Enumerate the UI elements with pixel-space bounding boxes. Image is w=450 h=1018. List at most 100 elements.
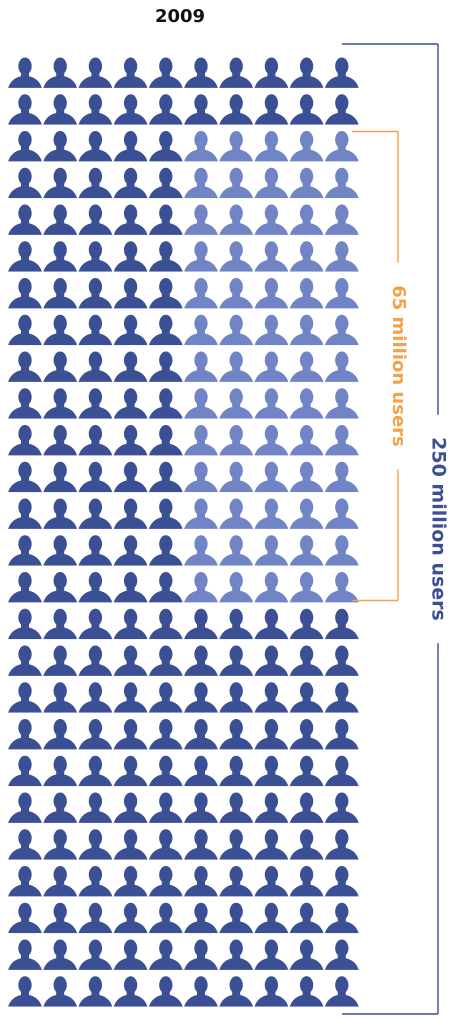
user-icon — [113, 976, 148, 1007]
user-icon — [184, 608, 218, 640]
user-icon — [289, 829, 324, 860]
user-icon — [8, 278, 42, 309]
user-icon — [78, 902, 113, 934]
user-icon — [148, 314, 183, 346]
user-icon — [78, 866, 113, 897]
highlighted-user-icon — [219, 314, 254, 346]
highlighted-user-icon — [324, 167, 359, 199]
highlighted-user-icon — [324, 425, 359, 456]
highlighted-user-icon — [219, 204, 254, 235]
highlighted-user-icon — [289, 535, 324, 566]
user-icon — [254, 866, 289, 897]
highlighted-user-icon — [219, 535, 254, 566]
user-icon — [78, 939, 113, 970]
user-icon — [8, 682, 42, 713]
highlighted-user-icon — [289, 572, 324, 603]
user-icon — [289, 755, 324, 787]
user-icon — [148, 572, 183, 603]
highlighted-user-icon — [184, 278, 218, 309]
user-icon — [113, 866, 148, 897]
user-icon — [43, 572, 78, 603]
user-icon — [113, 829, 148, 860]
user-icon — [78, 719, 113, 750]
user-icon — [289, 57, 324, 88]
user-icon — [254, 94, 289, 125]
highlighted-user-icon — [184, 461, 218, 493]
user-icon — [43, 719, 78, 750]
user-icon — [43, 57, 78, 88]
user-icon — [78, 572, 113, 603]
user-icon — [324, 866, 359, 897]
highlighted-user-icon — [324, 278, 359, 309]
highlighted-user-icon — [289, 278, 324, 309]
user-icon — [289, 976, 324, 1007]
user-icon — [78, 204, 113, 235]
user-icon — [8, 461, 42, 493]
user-icon — [148, 204, 183, 235]
highlighted-user-icon — [254, 535, 289, 566]
user-icon — [184, 829, 218, 860]
user-icon — [113, 57, 148, 88]
user-icon — [324, 902, 359, 934]
user-icon — [148, 682, 183, 713]
user-icon — [219, 755, 254, 787]
user-icon — [113, 461, 148, 493]
highlighted-user-icon — [289, 351, 324, 382]
user-icon — [289, 608, 324, 640]
highlighted-user-icon — [219, 388, 254, 419]
highlighted-user-icon — [289, 204, 324, 235]
user-icon — [8, 204, 42, 235]
highlighted-user-icon — [219, 167, 254, 199]
user-icon — [8, 719, 42, 750]
highlighted-user-icon — [254, 498, 289, 529]
user-icon — [219, 976, 254, 1007]
user-icon — [324, 792, 359, 823]
user-icon — [324, 645, 359, 676]
highlighted-user-icon — [289, 167, 324, 199]
user-icon — [148, 498, 183, 529]
highlighted-user-icon — [254, 204, 289, 235]
user-icon — [43, 976, 78, 1007]
chart-title: 2009 — [154, 6, 206, 27]
user-icon — [78, 167, 113, 199]
user-icon — [113, 94, 148, 125]
user-icon — [184, 645, 218, 676]
user-icon — [184, 719, 218, 750]
user-icon — [78, 608, 113, 640]
highlighted-user-icon — [219, 461, 254, 493]
user-icon — [324, 94, 359, 125]
highlighted-user-icon — [324, 241, 359, 272]
user-icon — [324, 829, 359, 860]
highlighted-user-icon — [184, 131, 218, 162]
highlighted-user-icon — [219, 131, 254, 162]
user-icon — [289, 645, 324, 676]
user-icon — [289, 682, 324, 713]
user-icon — [8, 314, 42, 346]
user-icon — [43, 829, 78, 860]
highlighted-user-icon — [289, 461, 324, 493]
user-icon — [8, 645, 42, 676]
highlighted-user-icon — [184, 498, 218, 529]
user-icon — [113, 131, 148, 162]
highlighted-user-icon — [219, 241, 254, 272]
user-icon — [324, 719, 359, 750]
user-icon — [219, 866, 254, 897]
user-icon — [148, 939, 183, 970]
user-icon — [254, 902, 289, 934]
user-icon — [43, 498, 78, 529]
user-icon — [113, 388, 148, 419]
highlighted-user-icon — [219, 498, 254, 529]
user-icon — [148, 241, 183, 272]
user-icon — [148, 535, 183, 566]
user-icon — [219, 902, 254, 934]
highlighted-user-icon — [254, 241, 289, 272]
user-icon — [148, 278, 183, 309]
user-icon — [78, 131, 113, 162]
user-icon — [78, 461, 113, 493]
user-icon — [43, 241, 78, 272]
highlighted-user-icon — [324, 498, 359, 529]
user-icon — [113, 351, 148, 382]
highlighted-user-icon — [219, 425, 254, 456]
user-icon — [289, 902, 324, 934]
